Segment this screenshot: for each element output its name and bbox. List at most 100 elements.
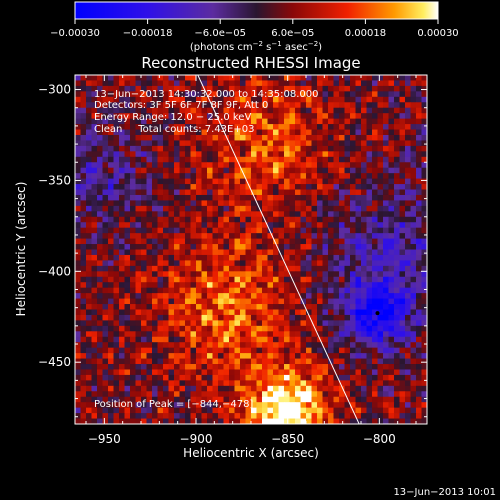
heatmap-cell bbox=[421, 75, 427, 81]
heatmap-cell bbox=[388, 184, 395, 190]
heatmap-cell bbox=[113, 75, 120, 81]
heatmap-cell bbox=[179, 134, 186, 141]
heatmap-cell bbox=[388, 211, 395, 218]
heatmap-cell bbox=[328, 353, 334, 359]
heatmap-cell bbox=[75, 113, 81, 120]
heatmap-cell bbox=[97, 200, 103, 207]
heatmap-cell bbox=[196, 293, 202, 299]
heatmap-cell bbox=[141, 413, 147, 419]
heatmap-cell bbox=[223, 314, 230, 321]
heatmap-cell bbox=[75, 216, 81, 223]
heatmap-cell bbox=[207, 364, 213, 370]
heatmap-cell bbox=[405, 320, 411, 327]
heatmap-cell bbox=[124, 374, 131, 381]
heatmap-cell bbox=[372, 336, 378, 343]
heatmap-cell bbox=[388, 287, 395, 294]
heatmap-cell bbox=[273, 75, 279, 81]
heatmap-cell bbox=[377, 331, 384, 338]
heatmap-cell bbox=[146, 347, 153, 354]
heatmap-cell bbox=[328, 162, 334, 169]
heatmap-cell bbox=[113, 353, 120, 359]
heatmap-cell bbox=[119, 325, 125, 332]
heatmap-cell bbox=[421, 287, 427, 294]
heatmap-cell bbox=[328, 107, 334, 114]
heatmap-cell bbox=[196, 233, 202, 239]
heatmap-cell bbox=[267, 140, 274, 147]
heatmap-cell bbox=[399, 298, 406, 305]
heatmap-cell bbox=[372, 233, 378, 239]
heatmap-cell bbox=[421, 298, 427, 305]
heatmap-cell bbox=[405, 254, 411, 261]
heatmap-cell bbox=[388, 374, 395, 381]
heatmap-cell bbox=[108, 254, 114, 261]
heatmap-cell bbox=[394, 374, 400, 381]
heatmap-cell bbox=[130, 233, 136, 239]
heatmap-cell bbox=[366, 369, 373, 376]
heatmap-cell bbox=[113, 173, 120, 180]
heatmap-cell bbox=[273, 113, 279, 120]
heatmap-cell bbox=[394, 276, 400, 283]
heatmap-cell bbox=[240, 282, 246, 289]
heatmap-cell bbox=[421, 364, 427, 370]
heatmap-cell bbox=[102, 358, 109, 365]
heatmap-cell bbox=[102, 113, 109, 120]
heatmap-cell bbox=[135, 325, 142, 332]
heatmap-cell bbox=[388, 331, 395, 338]
heatmap-cell bbox=[355, 347, 362, 354]
heatmap-cell bbox=[141, 249, 147, 256]
heatmap-cell bbox=[141, 282, 147, 289]
heatmap-cell bbox=[300, 216, 307, 223]
heatmap-cell bbox=[75, 85, 81, 92]
heatmap-cell bbox=[157, 167, 164, 174]
heatmap-cell bbox=[295, 364, 301, 370]
heatmap-cell bbox=[108, 402, 114, 409]
heatmap-cell bbox=[295, 249, 301, 256]
heatmap-cell bbox=[289, 331, 296, 338]
heatmap-cell bbox=[234, 347, 241, 354]
heatmap-cell bbox=[174, 107, 180, 114]
heatmap-cell bbox=[152, 118, 158, 125]
heatmap-cell bbox=[174, 320, 180, 327]
heatmap-cell bbox=[410, 238, 417, 245]
colorbar: −0.00030 −0.00018 −6.0e−05 6.0e−05 0.00018 0.… bbox=[50, 1, 459, 53]
heatmap-cell bbox=[421, 238, 427, 245]
heatmap-cell bbox=[163, 216, 169, 223]
heatmap-cell bbox=[234, 113, 241, 120]
heatmap-cell bbox=[245, 107, 252, 114]
heatmap-cell bbox=[179, 407, 186, 414]
heatmap-cell bbox=[344, 216, 351, 223]
heatmap-cell bbox=[212, 107, 219, 114]
heatmap-cell bbox=[174, 216, 180, 223]
heatmap-cell bbox=[234, 336, 241, 343]
heatmap-cell bbox=[130, 298, 136, 305]
heatmap-cell bbox=[185, 249, 191, 256]
heatmap-cell bbox=[322, 358, 329, 365]
heatmap-cell bbox=[317, 151, 323, 158]
heatmap-cell bbox=[394, 271, 400, 278]
heatmap-cell bbox=[130, 282, 136, 289]
heatmap-cell bbox=[80, 249, 87, 256]
heatmap-cell bbox=[394, 200, 400, 207]
heatmap-cell bbox=[108, 413, 114, 419]
heatmap-cell bbox=[421, 222, 427, 229]
heatmap-cell bbox=[344, 342, 351, 349]
heatmap-cell bbox=[229, 418, 235, 424]
heatmap-cell bbox=[317, 396, 323, 403]
heatmap-cell bbox=[388, 189, 395, 196]
heatmap-cell bbox=[295, 282, 301, 289]
heatmap-cell bbox=[311, 380, 318, 387]
heatmap-cell bbox=[75, 282, 81, 289]
heatmap-cell bbox=[410, 249, 417, 256]
heatmap-cell bbox=[240, 260, 246, 267]
heatmap-cell bbox=[80, 96, 87, 103]
heatmap-cell bbox=[102, 336, 109, 343]
heatmap-cell bbox=[410, 216, 417, 223]
heatmap-cell bbox=[218, 304, 224, 310]
heatmap-cell bbox=[135, 336, 142, 343]
heatmap-cell bbox=[366, 276, 373, 283]
heatmap-cell bbox=[75, 413, 81, 419]
heatmap-cell bbox=[284, 227, 290, 234]
heatmap-cell bbox=[421, 233, 427, 239]
heatmap-cell bbox=[372, 282, 378, 289]
heatmap-cell bbox=[289, 369, 296, 376]
